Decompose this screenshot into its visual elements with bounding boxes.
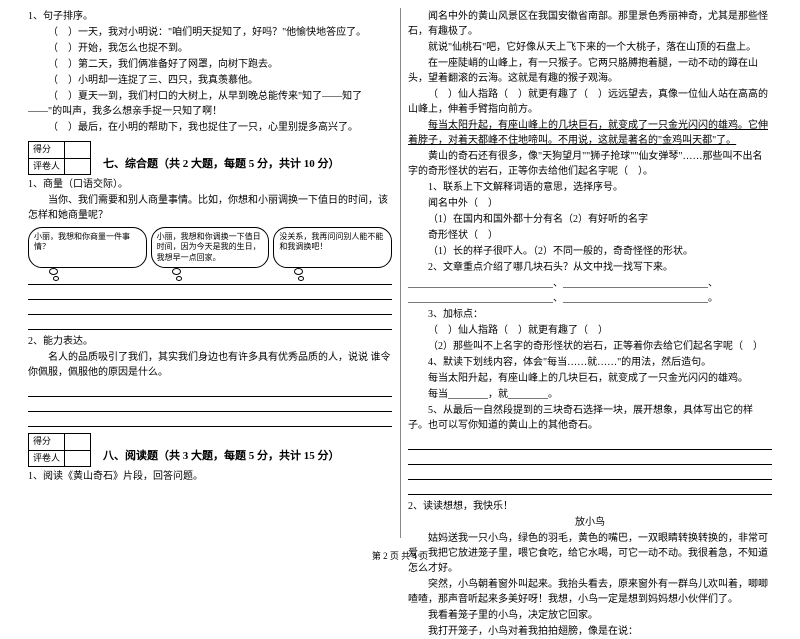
write-line — [28, 317, 392, 330]
bubble-3: 没关系，我再问问别人能不能和我调换吧！ — [273, 227, 392, 268]
q7-2-desc: 名人的品质吸引了我们，其实我们身边也有许多具有优秀品质的人，说说 谁令你佩服，佩… — [28, 350, 392, 380]
passage-line: 黄山的奇石还有很多，像"天狗望月""狮子抢球""仙女弹琴"……那些叫不出名字的奇… — [408, 149, 772, 179]
passage-line-underlined: 每当太阳升起，有座山峰上的几块巨石，就变成了一只金光闪闪的雄鸡。它伸着脖子，对着… — [408, 118, 772, 148]
bubble-1: 小丽，我想和你商量一件事情？ — [28, 227, 147, 268]
write-line — [28, 399, 392, 412]
q7-1-desc: 当你、我们需要和别人商量事情。比如，你想和小丽调换一下值日的时间，该怎样和她商量… — [28, 193, 392, 223]
write-line — [408, 482, 772, 495]
q8-1-title: 1、阅读《黄山奇石》片段，回答问题。 — [28, 469, 392, 484]
passage-line: 就说"仙桃石"吧，它好像从天上飞下来的一个大桃子，落在山顶的石盘上。 — [408, 40, 772, 55]
write-line — [28, 302, 392, 315]
q1-line: （ ）一天，我对小明说："咱们明天捉知了，好吗？"他愉快地答应了。 — [28, 25, 392, 40]
write-line — [408, 452, 772, 465]
section-7-header: 得分 评卷人 七、综合题（共 2 大题，每题 5 分，共计 10 分） — [28, 141, 392, 175]
grader-label: 评卷人 — [29, 158, 65, 175]
q-line: （1）在国内和国外都十分有名（2）有好听的名字 — [408, 212, 772, 227]
answer-lines-7-1 — [28, 272, 392, 330]
q3-line: 4、默读下划线内容，体会"每当……就……"的用法，然后造句。 — [408, 355, 772, 370]
section-8-header: 得分 评卷人 八、阅读题（共 3 大题，每题 5 分，共计 15 分） — [28, 433, 392, 467]
q-line: 闻名中外（ ） — [408, 196, 772, 211]
write-line — [28, 287, 392, 300]
section-8-title: 八、阅读题（共 3 大题，每题 5 分，共计 15 分） — [103, 448, 340, 468]
q1-line: （ ）第二天，我们俩准备好了网罩，向树下跑去。 — [28, 57, 392, 72]
answer-lines-7-2 — [28, 384, 392, 427]
score-cell — [65, 142, 91, 159]
q7-2-title: 2、能力表达。 — [28, 334, 392, 349]
score-table: 得分 评卷人 — [28, 433, 91, 467]
column-divider — [400, 8, 401, 538]
q3-line: 每当太阳升起，有座山峰上的几块巨石，就变成了一只金光闪闪的雄鸡。 — [408, 371, 772, 386]
story-title: 放小鸟 — [408, 515, 772, 530]
grader-cell — [65, 158, 91, 175]
passage-line: （ ）仙人指路（ ）就更有趣了（ ）远远望去，真像一位仙人站在高高的山峰上，伸着… — [408, 87, 772, 117]
q-line: （1）长的样子很吓人。（2）不同一般的，奇奇怪怪的形状。 — [408, 244, 772, 259]
q3-line: 每当________，就________。 — [408, 387, 772, 402]
q1-line: （ ）夏天一到，我们村口的大树上，从早到晚总能传来"知了——知了——"的叫声，我… — [28, 89, 392, 119]
score-table: 得分 评卷人 — [28, 141, 91, 175]
q-line: 1、联系上下文解释词语的意思，选择序号。 — [408, 180, 772, 195]
score-label: 得分 — [29, 142, 65, 159]
page-footer: 第 2 页 共 4 页 — [0, 549, 800, 562]
bubble-2: 小丽，我想和你调换一下值日时间，因为今天是我的生日，我想早一点回家。 — [151, 227, 270, 268]
grader-cell — [65, 450, 91, 467]
score-cell — [65, 434, 91, 451]
q1-title: 1、句子排序。 — [28, 9, 392, 24]
q2-title: 2、读读想想，我快乐！ — [408, 499, 772, 514]
speech-bubbles: 小丽，我想和你商量一件事情？ 小丽，我想和你调换一下值日时间，因为今天是我的生日… — [28, 227, 392, 268]
write-line — [28, 272, 392, 285]
score-label: 得分 — [29, 434, 65, 451]
q-line: 2、文章重点介绍了哪几块石头？从文中找一找写下来。 — [408, 260, 772, 275]
grader-label: 评卷人 — [29, 450, 65, 467]
passage-line: 在一座陡峭的山峰上，有一只猴子。它两只胳膊抱着腿，一动不动的蹲在山头，望着翻滚的… — [408, 56, 772, 86]
left-column: 1、句子排序。 （ ）一天，我对小明说："咱们明天捉知了，好吗？"他愉快地答应了… — [20, 8, 400, 545]
section-7-title: 七、综合题（共 2 大题，每题 5 分，共计 10 分） — [103, 156, 340, 176]
passage2-line: 突然，小鸟朝着窗外叫起来。我抬头看去，原来窗外有一群鸟儿欢叫着，唧唧喳喳，那声音… — [408, 577, 772, 607]
right-column: 闻名中外的黄山风景区在我国安徽省南部。那里景色秀丽神奇，尤其是那些怪石，有趣极了… — [400, 8, 780, 545]
q3-line: （2）那些叫不上名字的奇形怪状的岩石，正等着你去给它们起名字呢（ ） — [408, 339, 772, 354]
passage2-line: 我打开笼子，小鸟对着我拍拍翅膀，像是在说： — [408, 624, 772, 639]
q3-line: 3、加标点： — [408, 307, 772, 322]
write-line — [408, 467, 772, 480]
q7-1-title: 1、商量（口语交际）。 — [28, 177, 392, 192]
q3-line: （ ）仙人指路（ ）就更有趣了（ ） — [408, 323, 772, 338]
answer-lines-q5 — [408, 437, 772, 495]
write-line — [408, 437, 772, 450]
q1-line: （ ）小明却一连捉了三、四只，我真羡慕他。 — [28, 73, 392, 88]
q1-line: （ ）最后，在小明的帮助下，我也捉住了一只，心里别提多高兴了。 — [28, 120, 392, 135]
write-line — [28, 384, 392, 397]
write-line — [28, 414, 392, 427]
passage-line: 闻名中外的黄山风景区在我国安徽省南部。那里景色秀丽神奇，尤其是那些怪石，有趣极了… — [408, 9, 772, 39]
blank-line: _____________________________、__________… — [408, 276, 772, 306]
q3-line: 5、从最后一自然段提到的三块奇石选择一块，展开想象，具体写出它的样子。也可以写你… — [408, 403, 772, 433]
q-line: 奇形怪状（ ） — [408, 228, 772, 243]
passage2-line: 我看着笼子里的小鸟，决定放它回家。 — [408, 608, 772, 623]
q1-line: （ ）开始，我怎么也捉不到。 — [28, 41, 392, 56]
